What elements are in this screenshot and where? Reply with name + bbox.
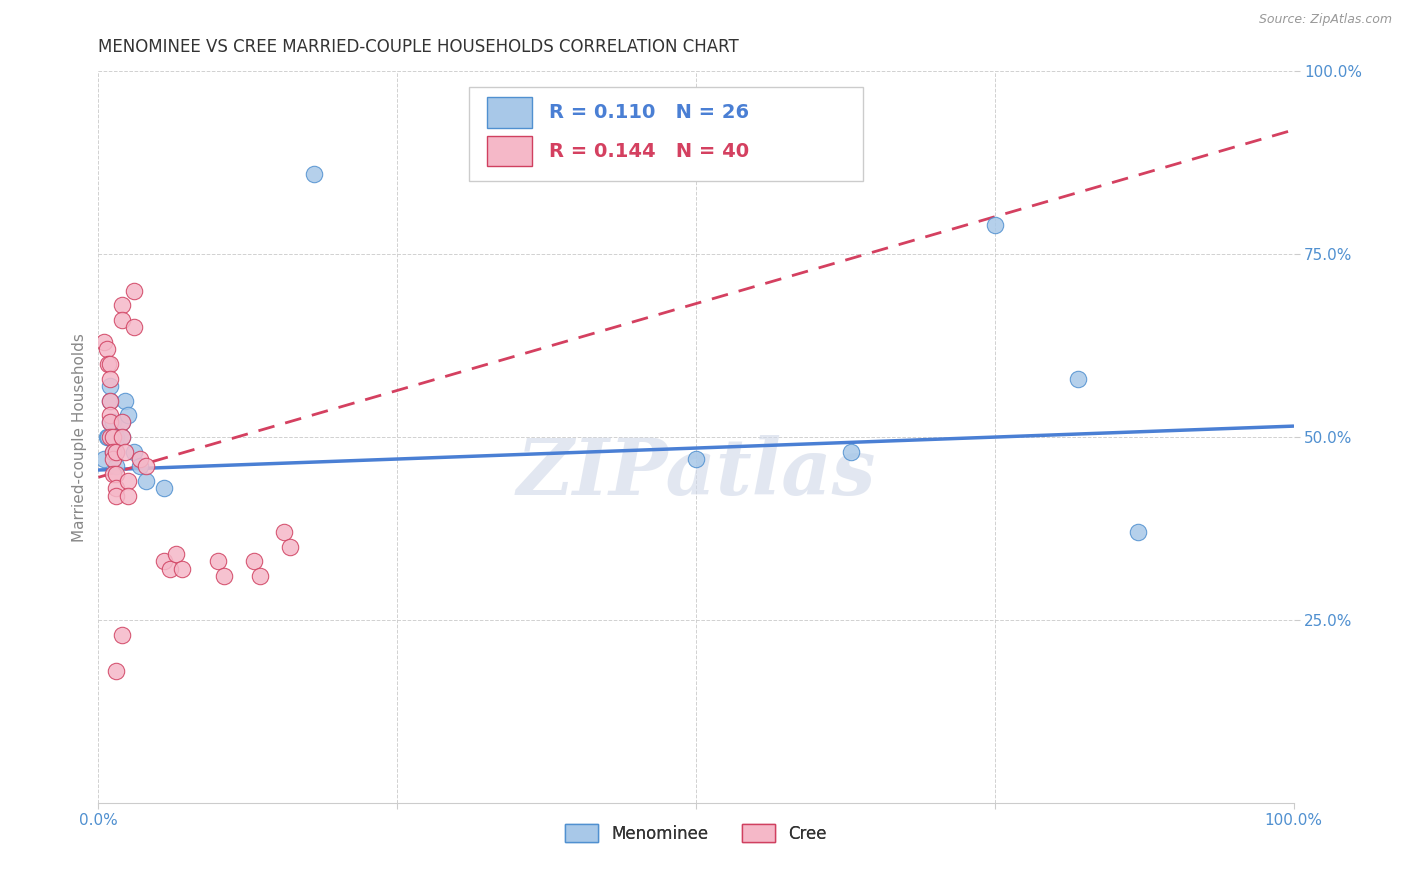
Point <box>302 167 325 181</box>
Point <box>249 569 271 583</box>
Point <box>685 452 707 467</box>
Point <box>129 452 152 467</box>
Point <box>96 343 118 357</box>
Point <box>105 467 128 481</box>
Point <box>101 430 124 444</box>
Point <box>105 444 128 458</box>
Point <box>111 627 134 641</box>
Point <box>111 416 134 430</box>
Point <box>98 416 122 430</box>
Point <box>98 408 122 422</box>
Point <box>114 444 136 458</box>
Point <box>105 444 128 458</box>
Point <box>98 393 122 408</box>
Point <box>153 481 176 495</box>
Point <box>212 569 235 583</box>
Point <box>101 452 124 467</box>
Point <box>124 444 146 458</box>
Point <box>243 554 266 568</box>
Point <box>105 489 128 503</box>
Point <box>105 430 128 444</box>
Point <box>93 334 115 349</box>
Point <box>101 444 124 458</box>
Point <box>165 547 187 561</box>
Point <box>98 416 122 430</box>
Point <box>111 430 134 444</box>
Point <box>98 357 122 371</box>
Point <box>153 554 176 568</box>
Point <box>984 218 1007 232</box>
Point <box>96 430 118 444</box>
Text: R = 0.144   N = 40: R = 0.144 N = 40 <box>548 142 749 161</box>
Point <box>98 379 122 393</box>
Point <box>101 444 124 458</box>
Point <box>117 408 139 422</box>
Point <box>111 430 134 444</box>
Point <box>98 371 122 385</box>
Point <box>135 474 157 488</box>
Point <box>172 562 194 576</box>
Point <box>124 284 146 298</box>
Point <box>97 357 120 371</box>
Point <box>117 474 139 488</box>
Point <box>101 430 124 444</box>
FancyBboxPatch shape <box>486 97 533 128</box>
Point <box>105 481 128 495</box>
Point <box>1128 525 1150 540</box>
Point <box>105 459 128 474</box>
Point <box>841 444 863 458</box>
FancyBboxPatch shape <box>470 87 863 181</box>
Point <box>1067 371 1090 385</box>
Text: ZIPatlas: ZIPatlas <box>516 435 876 512</box>
Point <box>129 459 152 474</box>
Point <box>135 459 157 474</box>
Y-axis label: Married-couple Households: Married-couple Households <box>72 333 87 541</box>
Point <box>273 525 295 540</box>
Point <box>114 393 136 408</box>
Point <box>111 416 134 430</box>
Point <box>111 298 134 312</box>
Text: MENOMINEE VS CREE MARRIED-COUPLE HOUSEHOLDS CORRELATION CHART: MENOMINEE VS CREE MARRIED-COUPLE HOUSEHO… <box>98 38 740 56</box>
Point <box>101 416 124 430</box>
FancyBboxPatch shape <box>486 136 533 167</box>
Point <box>278 540 301 554</box>
Text: R = 0.110   N = 26: R = 0.110 N = 26 <box>548 103 749 122</box>
Point <box>93 452 115 467</box>
Point <box>117 489 139 503</box>
Text: Source: ZipAtlas.com: Source: ZipAtlas.com <box>1258 13 1392 27</box>
Point <box>98 430 122 444</box>
Legend: Menominee, Cree: Menominee, Cree <box>558 818 834 849</box>
Point <box>207 554 229 568</box>
Point <box>101 467 124 481</box>
Point <box>111 313 134 327</box>
Point <box>124 320 146 334</box>
Point <box>159 562 181 576</box>
Point <box>98 393 122 408</box>
Point <box>105 664 128 678</box>
Point <box>97 430 120 444</box>
